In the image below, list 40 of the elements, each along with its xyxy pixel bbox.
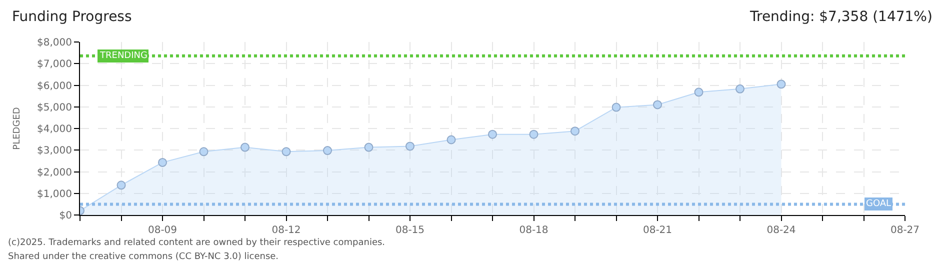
chart-subtitle: Trending: $7,358 (1471%) [749, 9, 932, 25]
y-tick-label: $2,000 [37, 167, 72, 178]
text: Shared under the creative commons (CC BY-NC 3.0) license. [8, 252, 279, 262]
y-tick-label: $6,000 [37, 80, 72, 92]
y-tick-label: $7,000 [37, 59, 72, 70]
y-tick-label: $8,000 [37, 38, 72, 48]
chart-title: Funding Progress [12, 9, 132, 25]
point [488, 130, 497, 139]
point [446, 135, 456, 144]
x-tick-label: 08-24 [766, 225, 796, 236]
point [282, 147, 291, 156]
x-tick-label: 08-21 [642, 225, 672, 236]
point [776, 80, 786, 89]
point [116, 180, 126, 190]
point [529, 130, 538, 139]
point [199, 147, 208, 156]
y-axis-title: PLEDGED [12, 107, 22, 150]
ref-line-label: TRENDING [99, 51, 148, 61]
point [736, 84, 744, 94]
point [570, 126, 580, 136]
point [612, 102, 621, 112]
point [364, 142, 374, 152]
text: (c)2025. Trademarks and related content are owned by their respective companies. [8, 238, 386, 248]
y-tick-label: $4,000 [37, 124, 72, 135]
point [158, 158, 167, 167]
x-tick-label: 08-18 [519, 225, 548, 236]
y-tick-label: $1,000 [37, 188, 72, 200]
x-tick-label: 08-15 [395, 225, 425, 236]
x-tick-label: 08-12 [272, 225, 301, 236]
x-tick-label: 08-27 [890, 225, 920, 236]
y-tick-label: $3,000 [37, 146, 72, 157]
point [240, 142, 250, 152]
x-tick-label: 08-09 [148, 225, 178, 236]
point [653, 100, 662, 110]
point [406, 142, 414, 151]
point [323, 146, 332, 156]
y-tick-label: $0 [59, 210, 72, 222]
point [694, 88, 704, 97]
y-tick-label: $5,000 [37, 102, 72, 114]
ref-line-label: GOAL [866, 199, 892, 209]
